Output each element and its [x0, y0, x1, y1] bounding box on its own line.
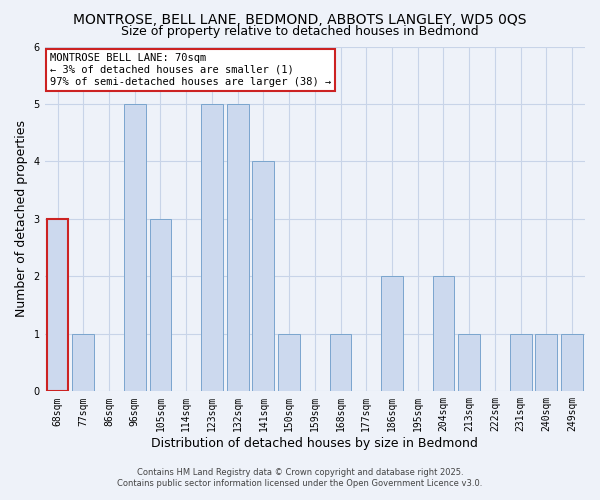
Bar [433, 276, 454, 392]
Bar [458, 334, 480, 392]
Bar [47, 219, 68, 392]
Bar [124, 104, 146, 392]
Bar [381, 276, 403, 392]
Text: Contains HM Land Registry data © Crown copyright and database right 2025.
Contai: Contains HM Land Registry data © Crown c… [118, 468, 482, 487]
Bar [329, 334, 352, 392]
Bar [149, 219, 172, 392]
Text: MONTROSE BELL LANE: 70sqm
← 3% of detached houses are smaller (1)
97% of semi-de: MONTROSE BELL LANE: 70sqm ← 3% of detach… [50, 54, 331, 86]
Bar [227, 104, 248, 392]
Y-axis label: Number of detached properties: Number of detached properties [15, 120, 28, 318]
X-axis label: Distribution of detached houses by size in Bedmond: Distribution of detached houses by size … [151, 437, 478, 450]
Bar [201, 104, 223, 392]
Bar [253, 162, 274, 392]
Bar [535, 334, 557, 392]
Bar [278, 334, 300, 392]
Bar [510, 334, 532, 392]
Bar [561, 334, 583, 392]
Text: MONTROSE, BELL LANE, BEDMOND, ABBOTS LANGLEY, WD5 0QS: MONTROSE, BELL LANE, BEDMOND, ABBOTS LAN… [73, 12, 527, 26]
Text: Size of property relative to detached houses in Bedmond: Size of property relative to detached ho… [121, 25, 479, 38]
Bar [73, 334, 94, 392]
